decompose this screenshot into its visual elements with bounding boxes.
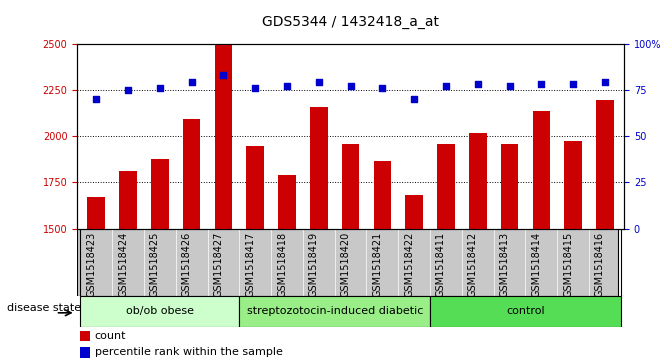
Bar	[80, 347, 90, 358]
Point	[377, 85, 388, 91]
Point	[600, 79, 611, 85]
Text: GSM1518417: GSM1518417	[245, 232, 255, 297]
Text: GSM1518414: GSM1518414	[531, 232, 541, 297]
Text: GSM1518423: GSM1518423	[87, 232, 96, 297]
Bar	[80, 331, 90, 341]
Point	[536, 81, 547, 87]
Point	[282, 83, 293, 89]
Bar	[215, 44, 232, 363]
Text: GSM1518426: GSM1518426	[182, 232, 192, 297]
Point	[504, 83, 515, 89]
Bar	[501, 143, 518, 363]
Point	[409, 96, 419, 102]
Bar	[405, 195, 423, 363]
Point	[187, 79, 197, 85]
Point	[568, 81, 578, 87]
Text: GSM1518413: GSM1518413	[500, 232, 509, 297]
Text: GSM1518419: GSM1518419	[309, 232, 319, 297]
Bar	[374, 161, 391, 363]
Bar	[342, 144, 360, 363]
Bar	[278, 175, 296, 363]
Bar	[240, 296, 430, 327]
Bar	[430, 296, 621, 327]
Text: count: count	[95, 331, 126, 341]
Bar	[119, 171, 137, 363]
Point	[313, 79, 324, 85]
Text: GSM1518415: GSM1518415	[563, 232, 573, 297]
Text: GSM1518422: GSM1518422	[404, 232, 414, 297]
Bar	[87, 197, 105, 363]
Text: GSM1518427: GSM1518427	[213, 232, 223, 297]
Bar	[564, 141, 582, 363]
Text: GSM1518411: GSM1518411	[436, 232, 446, 297]
Text: ob/ob obese: ob/ob obese	[126, 306, 194, 316]
Point	[250, 85, 260, 91]
Point	[441, 83, 452, 89]
Bar	[310, 107, 327, 363]
Text: GSM1518425: GSM1518425	[150, 232, 160, 297]
Text: GSM1518416: GSM1518416	[595, 232, 605, 297]
Text: disease state: disease state	[7, 303, 81, 313]
Text: GSM1518420: GSM1518420	[341, 232, 351, 297]
Bar	[533, 111, 550, 363]
Bar	[151, 159, 168, 363]
Text: GSM1518418: GSM1518418	[277, 232, 287, 297]
Bar	[437, 143, 455, 363]
Point	[154, 85, 165, 91]
Point	[123, 87, 134, 93]
Bar	[469, 133, 486, 363]
Bar	[246, 146, 264, 363]
Text: control: control	[506, 306, 545, 316]
Point	[346, 83, 356, 89]
Text: GSM1518421: GSM1518421	[372, 232, 382, 297]
Text: GSM1518424: GSM1518424	[118, 232, 128, 297]
Bar	[597, 100, 614, 363]
Text: percentile rank within the sample: percentile rank within the sample	[95, 347, 282, 358]
Text: GSM1518412: GSM1518412	[468, 232, 478, 297]
Point	[91, 96, 101, 102]
Text: streptozotocin-induced diabetic: streptozotocin-induced diabetic	[246, 306, 423, 316]
Bar	[81, 296, 240, 327]
Point	[218, 72, 229, 78]
Bar	[183, 119, 201, 363]
Point	[472, 81, 483, 87]
Text: GDS5344 / 1432418_a_at: GDS5344 / 1432418_a_at	[262, 15, 439, 29]
